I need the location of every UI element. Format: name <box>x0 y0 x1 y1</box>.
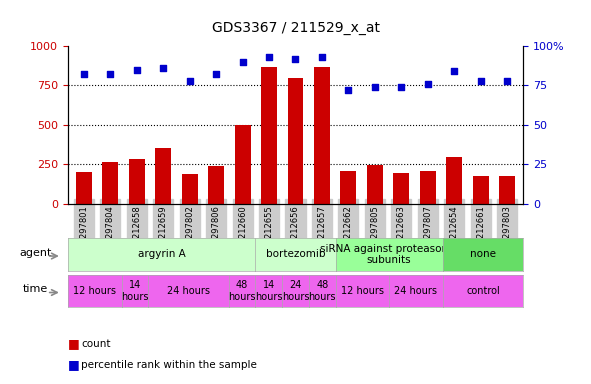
Text: none: none <box>470 249 496 260</box>
Point <box>212 71 221 78</box>
Text: time: time <box>23 284 48 294</box>
Text: bortezomib: bortezomib <box>266 249 325 260</box>
Point <box>291 56 300 62</box>
Text: argyrin A: argyrin A <box>138 249 186 260</box>
Bar <box>420 171 436 204</box>
Text: GDS3367 / 211529_x_at: GDS3367 / 211529_x_at <box>212 21 379 35</box>
Point <box>317 54 327 60</box>
Point <box>106 71 115 78</box>
Bar <box>208 166 224 204</box>
Text: 12 hours: 12 hours <box>73 286 116 296</box>
Text: 14
hours: 14 hours <box>121 280 149 302</box>
Point <box>132 67 141 73</box>
Point <box>158 65 168 71</box>
Text: ■: ■ <box>68 337 80 350</box>
Bar <box>473 176 489 204</box>
Text: agent: agent <box>20 248 52 258</box>
Text: control: control <box>466 286 500 296</box>
Text: 14
hours: 14 hours <box>255 280 282 302</box>
Point <box>450 68 459 74</box>
Point <box>185 78 194 84</box>
Bar <box>499 176 515 204</box>
Bar <box>288 78 303 204</box>
Bar <box>155 147 171 204</box>
Text: 12 hours: 12 hours <box>341 286 384 296</box>
Text: 24 hours: 24 hours <box>167 286 210 296</box>
Point <box>502 78 512 84</box>
Bar <box>76 172 92 204</box>
Text: count: count <box>81 339 111 349</box>
Point <box>476 78 485 84</box>
Text: 48
hours: 48 hours <box>228 280 256 302</box>
Bar <box>314 66 330 204</box>
Bar <box>235 125 251 204</box>
Point <box>344 87 353 93</box>
Text: 24 hours: 24 hours <box>394 286 437 296</box>
Point <box>264 54 274 60</box>
Text: 48
hours: 48 hours <box>309 280 336 302</box>
Text: 24
hours: 24 hours <box>282 280 309 302</box>
Text: ■: ■ <box>68 358 80 371</box>
Point <box>370 84 379 90</box>
Bar <box>102 162 118 204</box>
Bar <box>367 165 383 204</box>
Text: percentile rank within the sample: percentile rank within the sample <box>81 360 257 370</box>
Bar <box>446 157 462 204</box>
Bar <box>261 66 277 204</box>
Bar <box>181 174 197 204</box>
Point <box>238 59 247 65</box>
Point <box>423 81 433 87</box>
Bar <box>129 159 145 204</box>
Bar <box>394 173 409 204</box>
Bar <box>340 171 356 204</box>
Point <box>79 71 89 78</box>
Text: siRNA against proteasome
subunits: siRNA against proteasome subunits <box>320 243 458 265</box>
Point <box>397 84 406 90</box>
